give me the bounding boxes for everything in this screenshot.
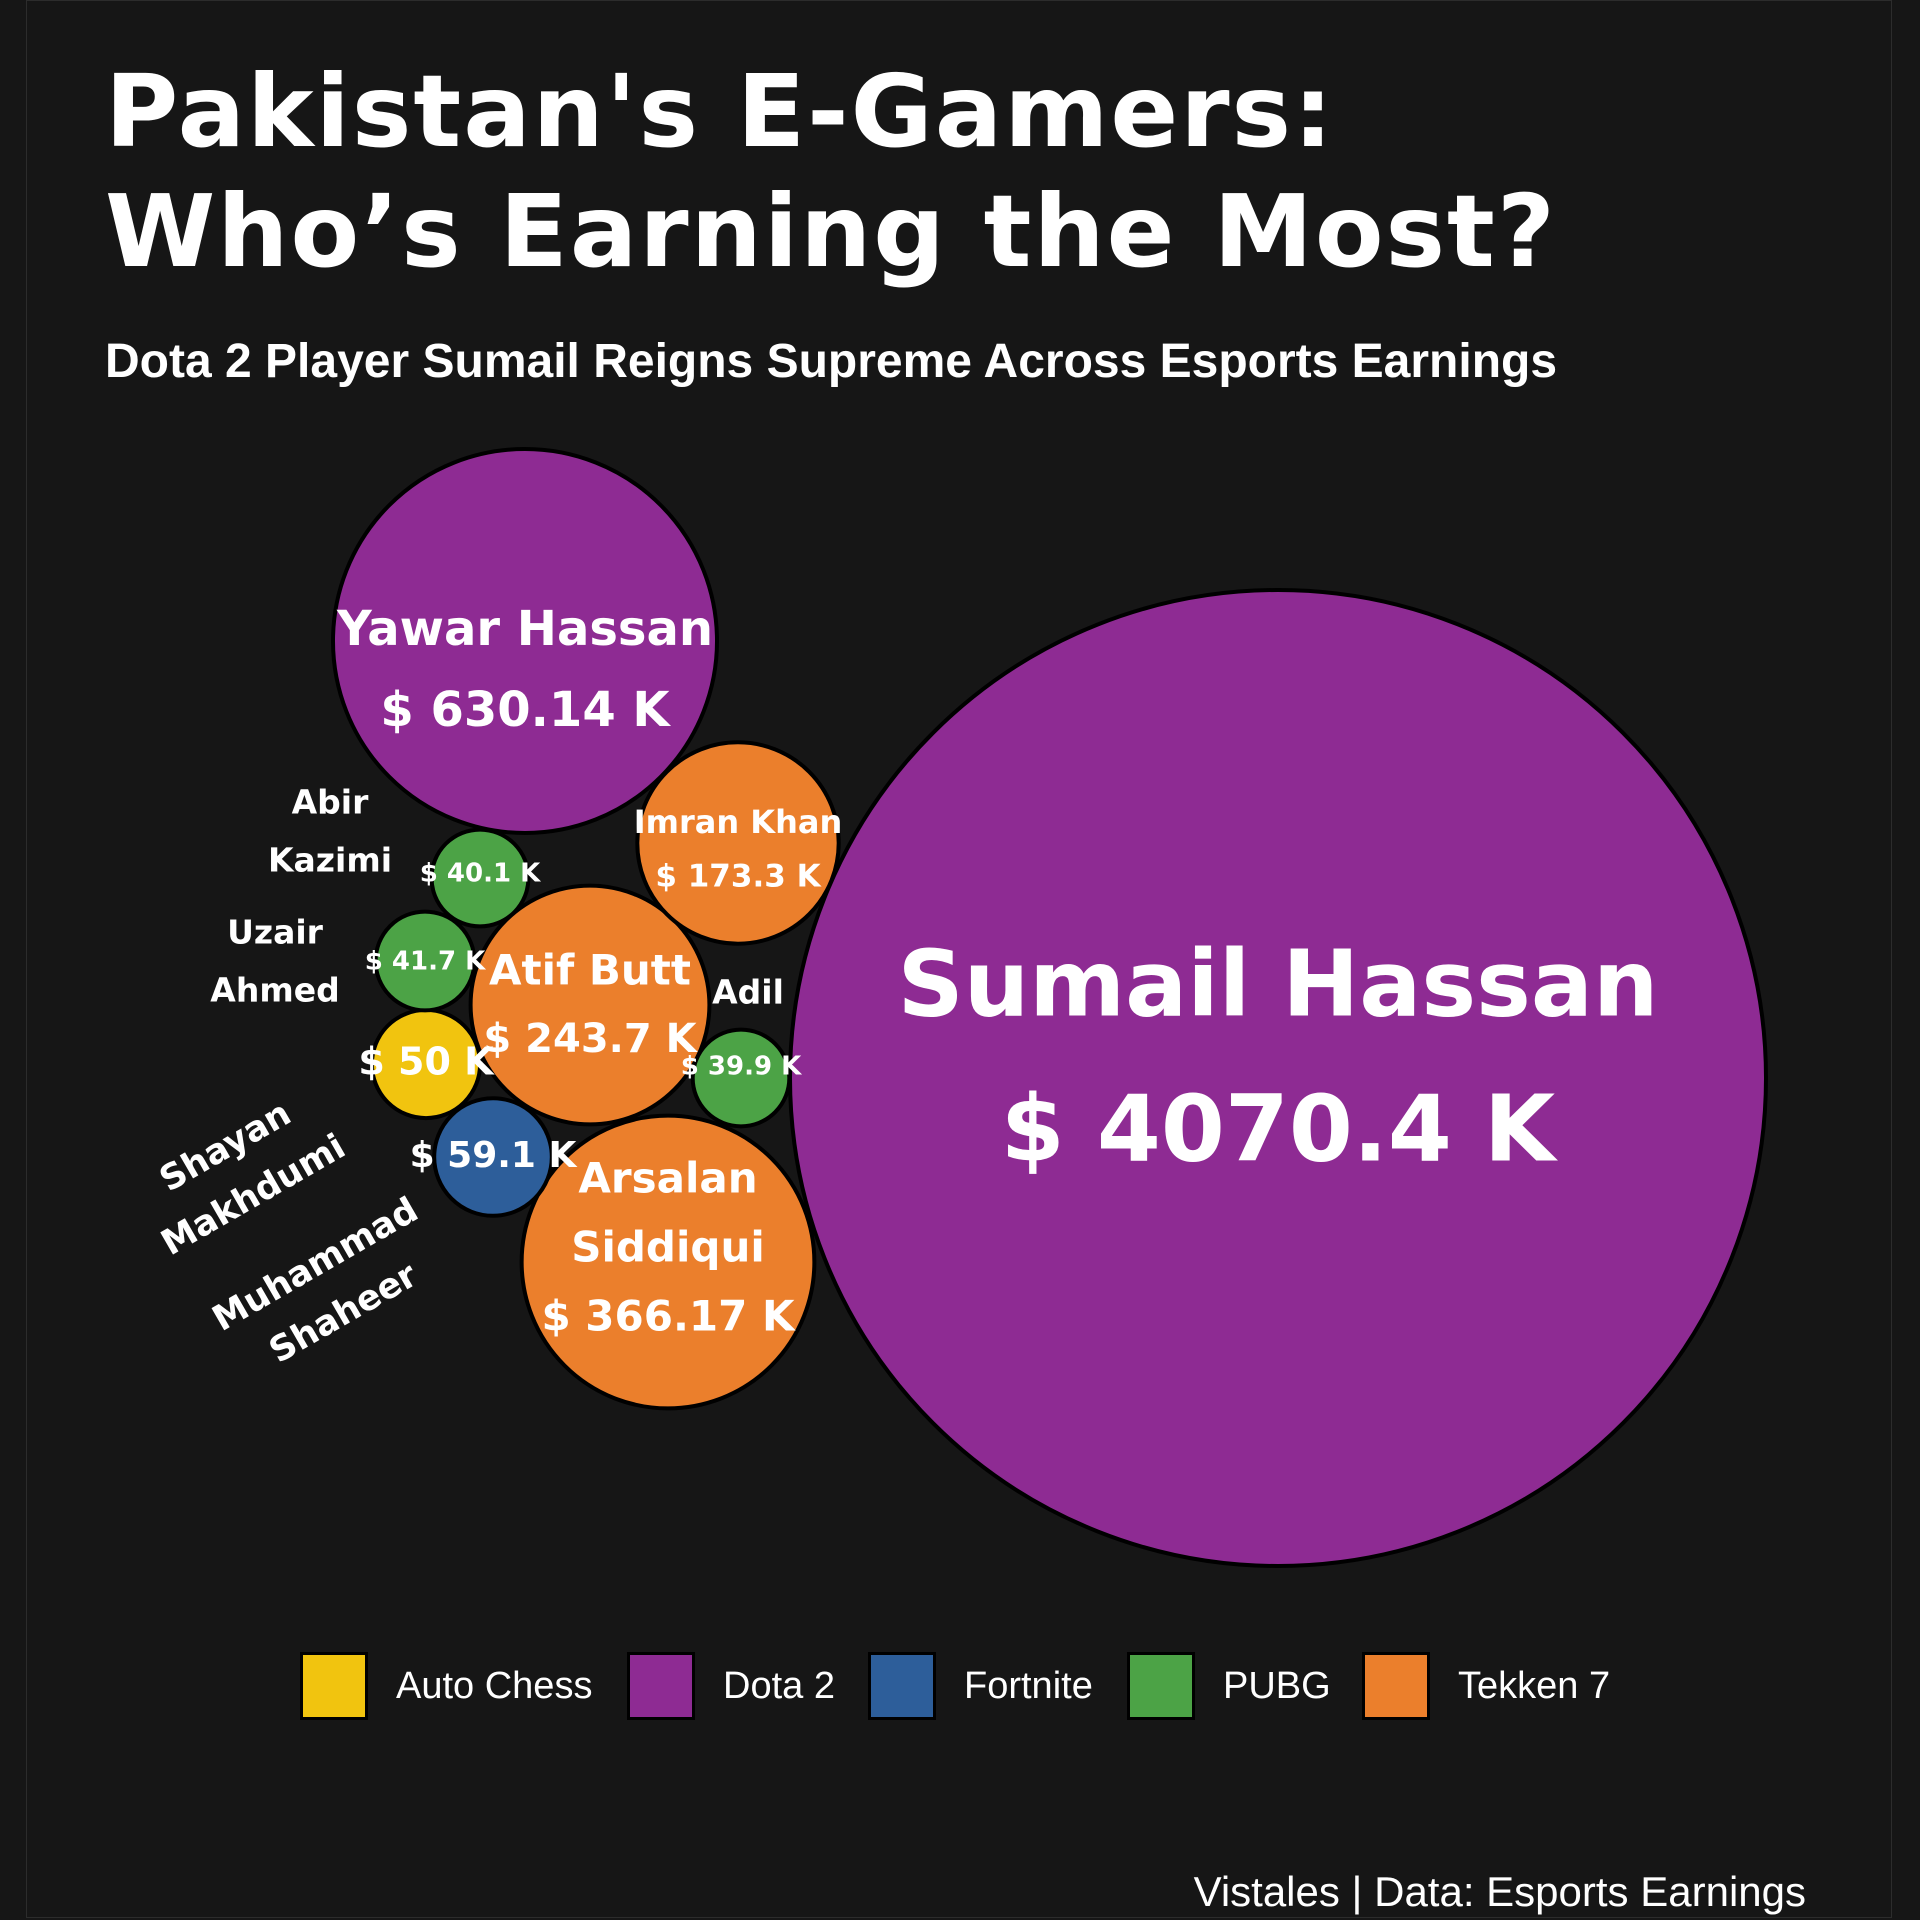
bubble-group-arsalan-siddiqui: Arsalan Siddiqui $ 366.17 K xyxy=(519,1113,817,1411)
bubble-value-shayan-makhdumi: $ 50 K xyxy=(358,1040,495,1084)
bubble-name-abir-kazimi: Kazimi xyxy=(268,841,392,880)
bubble-abir-kazimi xyxy=(429,827,531,929)
bubble-adil xyxy=(690,1027,792,1129)
bubble-value-muhammad-shaheer: $ 59.1 K xyxy=(410,1135,578,1176)
bubble-group-adil: $ 39.9 K Adil xyxy=(681,973,802,1129)
legend: Auto Chess Dota 2 Fortnite PUBG Tekken 7 xyxy=(0,1650,1920,1722)
bubble-atif-butt xyxy=(468,883,712,1127)
bubble-name-adil: Adil xyxy=(712,973,784,1012)
legend-item-tekken-7: Tekken 7 xyxy=(1362,1650,1610,1722)
bubble-group-abir-kazimi: $ 40.1 K Abir Kazimi xyxy=(268,783,541,929)
title-line-1: Pakistan's E-Gamers: xyxy=(105,53,1336,170)
legend-swatch-dota-2 xyxy=(627,1652,695,1720)
legend-item-auto-chess: Auto Chess xyxy=(300,1650,592,1722)
bubble-name-abir-kazimi: Abir xyxy=(292,783,369,822)
bubble-name-arsalan-siddiqui: Siddiqui xyxy=(571,1223,765,1272)
bubble-group-yawar-hassan: Yawar Hassan $ 630.14 K xyxy=(330,446,720,836)
bubble-name-yawar-hassan: Yawar Hassan xyxy=(336,601,713,657)
bubble-value-uzair-ahmed: $ 41.7 K xyxy=(365,947,486,977)
title-line-2: Who’s Earning the Most? xyxy=(105,173,1557,290)
bubble-name-uzair-ahmed: Ahmed xyxy=(210,971,339,1010)
bubble-uzair-ahmed xyxy=(373,909,477,1013)
bubble-arsalan-siddiqui xyxy=(519,1113,817,1411)
legend-label-tekken-7: Tekken 7 xyxy=(1458,1664,1611,1707)
bubble-value-sumail-hassan: $ 4070.4 K xyxy=(1001,1075,1559,1182)
bubble-value-arsalan-siddiqui: $ 366.17 K xyxy=(541,1292,796,1341)
bubble-value-abir-kazimi: $ 40.1 K xyxy=(420,859,541,889)
bubble-name-sumail-hassan: Sumail Hassan xyxy=(898,930,1659,1037)
bubble-group-sumail-hassan: Sumail Hassan $ 4070.4 K xyxy=(788,588,1768,1568)
legend-item-fortnite: Fortnite xyxy=(868,1650,1093,1722)
legend-swatch-fortnite xyxy=(868,1652,936,1720)
legend-label-dota-2: Dota 2 xyxy=(723,1664,835,1707)
legend-item-dota-2: Dota 2 xyxy=(627,1650,835,1722)
legend-label-auto-chess: Auto Chess xyxy=(396,1664,593,1707)
bubble-name-atif-butt: Atif Butt xyxy=(489,946,691,995)
bubble-name-uzair-ahmed: Uzair xyxy=(227,913,324,952)
bubble-muhammad-shaheer xyxy=(432,1096,554,1218)
bubble-value-imran-khan: $ 173.3 K xyxy=(655,859,821,895)
legend-swatch-auto-chess xyxy=(300,1652,368,1720)
bubble-group-uzair-ahmed: $ 41.7 K Uzair Ahmed xyxy=(210,909,486,1013)
bubble-name-arsalan-siddiqui: Arsalan xyxy=(578,1154,757,1203)
legend-swatch-tekken-7 xyxy=(1362,1652,1430,1720)
bubble-value-adil: $ 39.9 K xyxy=(681,1052,802,1082)
bubble-name-imran-khan: Imran Khan xyxy=(634,803,843,841)
bubble-value-yawar-hassan: $ 630.14 K xyxy=(380,682,671,738)
chart-subtitle: Dota 2 Player Sumail Reigns Supreme Acro… xyxy=(105,335,1558,388)
legend-item-pubg: PUBG xyxy=(1127,1650,1331,1722)
bubble-group-imran-khan: Imran Khan $ 173.3 K xyxy=(634,740,843,946)
bubble-value-atif-butt: $ 243.7 K xyxy=(483,1016,698,1062)
source-caption: Vistales | Data: Esports Earnings xyxy=(1193,1868,1806,1915)
legend-label-fortnite: Fortnite xyxy=(964,1664,1093,1707)
bubble-group-atif-butt: Atif Butt $ 243.7 K xyxy=(468,883,712,1127)
legend-swatch-pubg xyxy=(1127,1652,1195,1720)
legend-label-pubg: PUBG xyxy=(1223,1664,1331,1707)
chart-title: Pakistan's E-Gamers: Who’s Earning the M… xyxy=(105,52,1557,292)
bubble-yawar-hassan xyxy=(330,446,720,836)
bubble-imran-khan xyxy=(635,740,841,946)
